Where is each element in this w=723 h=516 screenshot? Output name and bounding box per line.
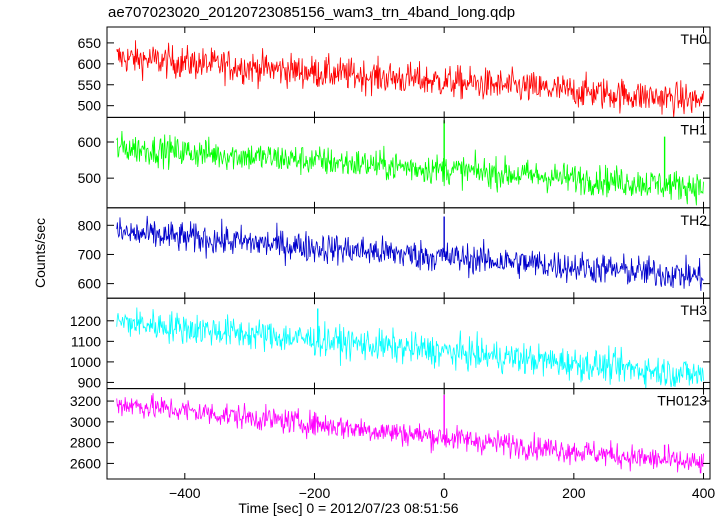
y-tick-label: 500	[78, 98, 102, 114]
panel-th3: 900 1000 1100 1200 TH3	[70, 297, 711, 390]
series-line-th0123	[116, 393, 704, 474]
panel-label-th2: TH2	[681, 212, 708, 228]
panel-frame	[106, 388, 711, 480]
y-tick-label: 600	[78, 134, 102, 150]
y-tick-label: 1200	[70, 313, 101, 329]
panel-label-th3: TH3	[681, 302, 708, 318]
panel-label-th0: TH0	[681, 31, 708, 47]
y-tick-label: 900	[78, 374, 102, 390]
y-tick-label: 600	[78, 56, 102, 72]
panel-th2: 600 700 800 TH2	[78, 207, 711, 299]
series-line-th1	[116, 130, 704, 206]
chart-title: ae707023020_20120723085156_wam3_trn_4ban…	[108, 4, 516, 21]
panel-label-th0123: TH0123	[657, 393, 707, 409]
series-line-th2	[116, 215, 704, 291]
x-tick-label: −200	[299, 485, 331, 501]
y-tick-label: 3000	[70, 414, 101, 430]
y-tick-label: 550	[78, 77, 102, 93]
y-tick-label: 2800	[70, 435, 101, 451]
y-axis-title: Counts/sec	[32, 218, 48, 288]
y-tick-label: 2600	[70, 455, 101, 471]
x-tick-label: 400	[692, 485, 716, 501]
y-tick-label: 1000	[70, 354, 101, 370]
panel-label-th1: TH1	[681, 121, 708, 137]
series-line-th0	[116, 40, 704, 118]
x-tick-label: −400	[169, 485, 201, 501]
y-tick-label: 1100	[71, 333, 101, 349]
panel-th0123: 2600 2800 3000 3200 TH0123	[70, 388, 711, 480]
y-tick-label: 600	[78, 276, 102, 292]
x-tick-label: 0	[440, 485, 448, 501]
panel-th1: 500 600 TH1	[78, 116, 711, 209]
y-tick-label: 800	[78, 217, 102, 233]
series-line-th3	[116, 307, 704, 389]
y-tick-label: 700	[78, 246, 102, 262]
y-tick-label: 650	[78, 35, 102, 51]
y-tick-label: 500	[78, 170, 102, 186]
y-tick-label: 3200	[70, 393, 101, 409]
panel-th0: 500 550 600 650 TH0	[78, 26, 711, 118]
x-axis-title: Time [sec] 0 = 2012/07/23 08:51:56	[238, 500, 458, 516]
x-tick-label: 200	[562, 485, 586, 501]
